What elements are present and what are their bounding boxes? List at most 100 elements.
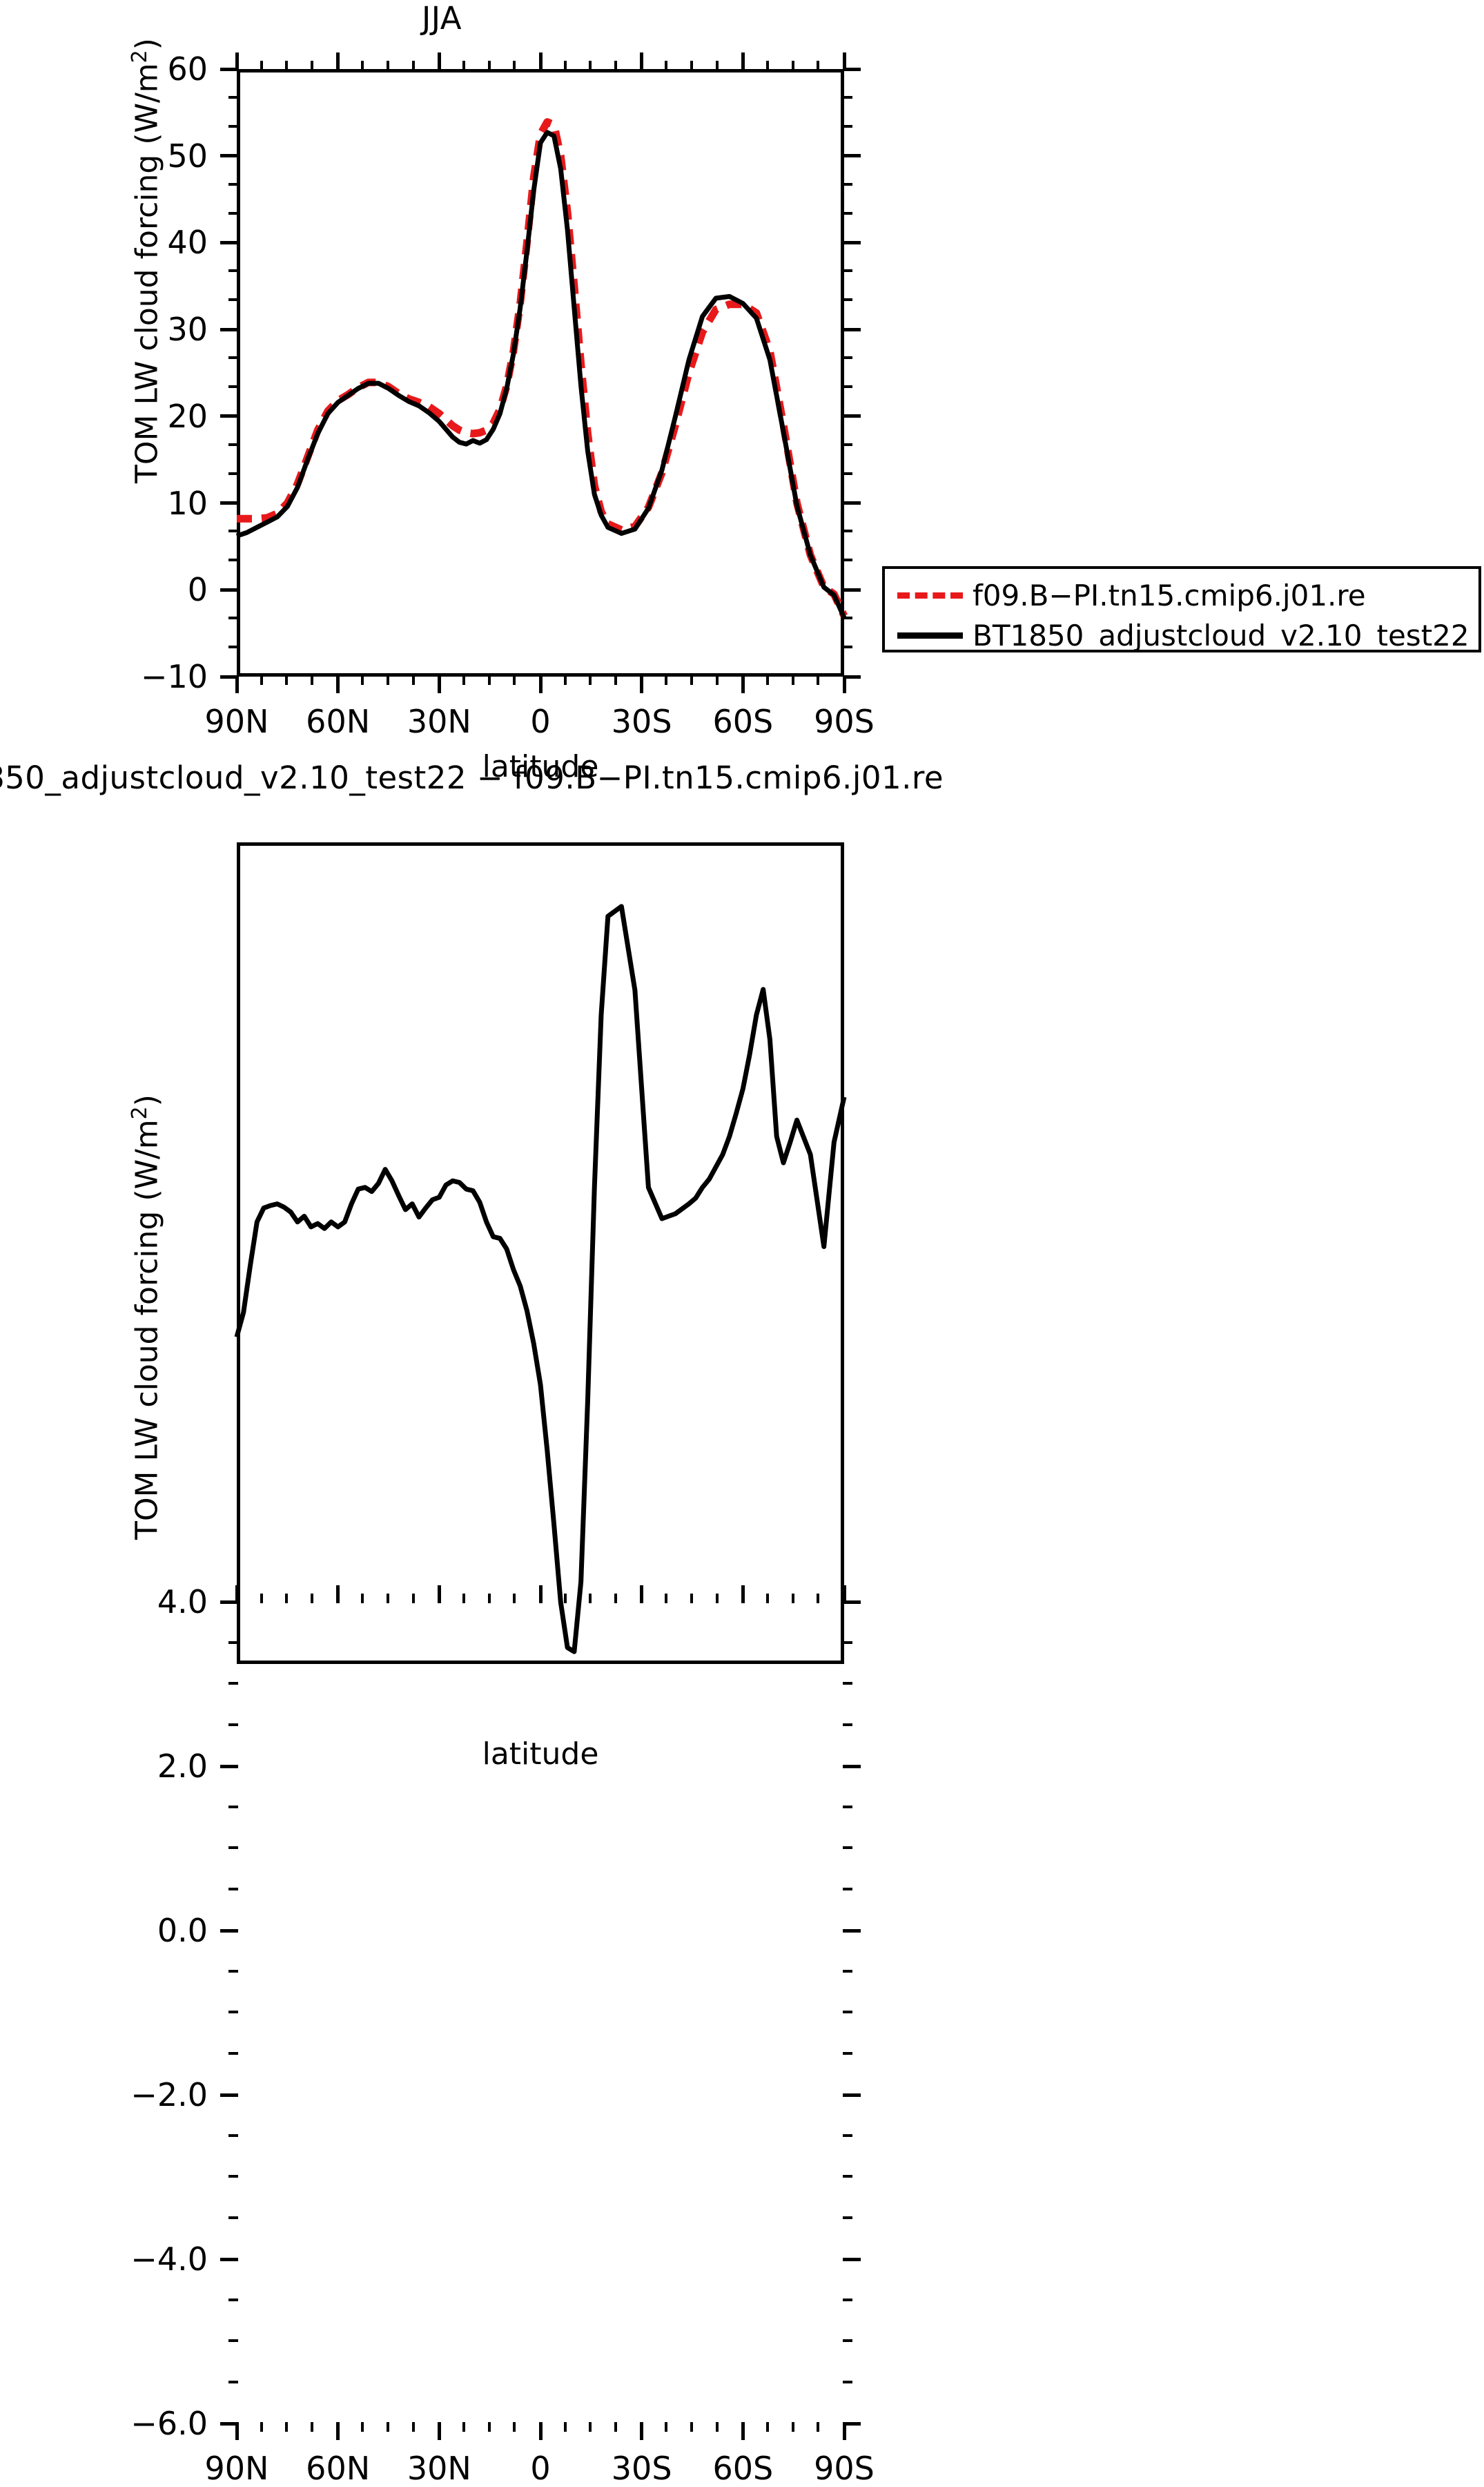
- tick-mark: [843, 1682, 852, 1685]
- tick-mark: [220, 240, 238, 244]
- legend-item-1[interactable]: BT1850_adjustcloud_v2.10_test22: [897, 619, 1470, 652]
- tick-mark: [235, 675, 239, 693]
- tick-mark: [311, 2422, 313, 2432]
- tick-mark: [538, 1585, 543, 1603]
- y-tick-label: 30: [167, 311, 208, 349]
- tick-mark: [228, 211, 238, 215]
- tick-mark: [228, 2051, 238, 2055]
- tick-mark: [843, 2298, 852, 2301]
- tick-mark: [614, 1594, 617, 1603]
- tick-mark: [228, 617, 238, 620]
- tick-mark: [387, 675, 389, 685]
- tick-mark: [690, 675, 693, 685]
- bottom-y-axis-label: TOM LW cloud forcing (W/m2): [128, 1094, 165, 1540]
- tick-mark: [311, 1594, 313, 1603]
- tick-mark: [228, 298, 238, 302]
- tick-mark: [843, 211, 852, 215]
- tick-mark: [361, 2422, 364, 2432]
- tick-mark: [843, 2380, 852, 2383]
- tick-mark: [513, 675, 516, 685]
- tick-mark: [563, 61, 567, 70]
- tick-mark: [843, 501, 861, 505]
- y-tick-label: 2.0: [157, 1748, 208, 1785]
- tick-mark: [228, 2011, 238, 2013]
- y-tick-label: 40: [167, 224, 208, 262]
- tick-mark: [513, 61, 516, 70]
- legend-item-label: f09.B−PI.tn15.cmip6.j01.re: [973, 579, 1366, 612]
- tick-mark: [228, 2339, 238, 2342]
- tick-mark: [220, 414, 238, 418]
- tick-mark: [843, 1887, 852, 1890]
- tick-mark: [690, 2422, 693, 2432]
- y-tick-label: −2.0: [130, 2076, 208, 2113]
- tick-mark: [843, 2339, 852, 2342]
- tick-mark: [487, 1594, 491, 1603]
- tick-mark: [220, 1928, 238, 1933]
- tick-mark: [665, 1594, 668, 1603]
- tick-mark: [843, 1969, 852, 1973]
- tick-mark: [843, 95, 852, 99]
- x-tick-label: 90N: [204, 703, 269, 740]
- tick-mark: [843, 356, 852, 360]
- tick-mark: [411, 2422, 415, 2432]
- tick-mark: [260, 675, 263, 685]
- tick-mark: [843, 67, 861, 71]
- x-tick-label: 60N: [306, 703, 371, 740]
- tick-mark: [228, 472, 238, 475]
- tick-mark: [843, 646, 852, 649]
- tick-mark: [843, 1805, 852, 1808]
- y-tick-label: 0: [187, 571, 208, 609]
- x-tick-label: 0: [530, 703, 551, 740]
- tick-mark: [462, 1594, 465, 1603]
- tick-mark: [228, 646, 238, 649]
- tick-mark: [220, 501, 238, 505]
- top-chart-title: JJA: [421, 0, 462, 37]
- tick-mark: [843, 269, 852, 273]
- tick-mark: [614, 61, 617, 70]
- y-tick-label: 60: [167, 50, 208, 88]
- x-tick-label: 30N: [407, 703, 471, 740]
- tick-mark: [361, 675, 364, 685]
- tick-mark: [220, 67, 238, 71]
- tick-mark: [741, 675, 745, 693]
- tick-mark: [843, 385, 852, 388]
- top-chart-panel: JJA TOM LW cloud forcing (W/m2) 60 50 40 30…: [0, 0, 897, 784]
- tick-mark: [228, 2175, 238, 2178]
- tick-mark: [228, 1887, 238, 1890]
- tick-mark: [640, 2422, 644, 2440]
- tick-mark: [336, 1585, 340, 1603]
- tick-mark: [843, 2421, 861, 2426]
- legend-item-0[interactable]: f09.B−PI.tn15.cmip6.j01.re: [897, 579, 1366, 612]
- tick-mark: [766, 675, 769, 685]
- tick-mark: [843, 1600, 861, 1604]
- tick-mark: [220, 154, 238, 158]
- tick-mark: [513, 2422, 516, 2432]
- tick-mark: [614, 675, 617, 685]
- tick-mark: [487, 2422, 491, 2432]
- tick-mark: [843, 1764, 861, 1768]
- tick-mark: [817, 2422, 820, 2432]
- tick-mark: [220, 2093, 238, 2097]
- tick-mark: [843, 124, 852, 128]
- tick-mark: [589, 1594, 592, 1603]
- x-tick-label: 0: [530, 2450, 551, 2487]
- tick-mark: [336, 2422, 340, 2440]
- tick-mark: [260, 2422, 263, 2432]
- tick-mark: [843, 443, 852, 446]
- tick-mark: [843, 1641, 852, 1644]
- tick-mark: [715, 61, 719, 70]
- tick-mark: [228, 385, 238, 388]
- tick-mark: [228, 1969, 238, 1973]
- tick-mark: [228, 269, 238, 273]
- tick-mark: [462, 675, 465, 685]
- tick-mark: [437, 675, 441, 693]
- tick-mark: [220, 2421, 238, 2426]
- bottom-chart-panel: 850_adjustcloud_v2.10_test22 − f09.B−PI.…: [0, 759, 944, 2487]
- tick-mark: [311, 61, 313, 70]
- tick-mark: [260, 1594, 263, 1603]
- series-line: [235, 130, 847, 619]
- tick-mark: [462, 61, 465, 70]
- tick-mark: [311, 675, 313, 685]
- tick-mark: [285, 2422, 289, 2432]
- tick-mark: [228, 182, 238, 186]
